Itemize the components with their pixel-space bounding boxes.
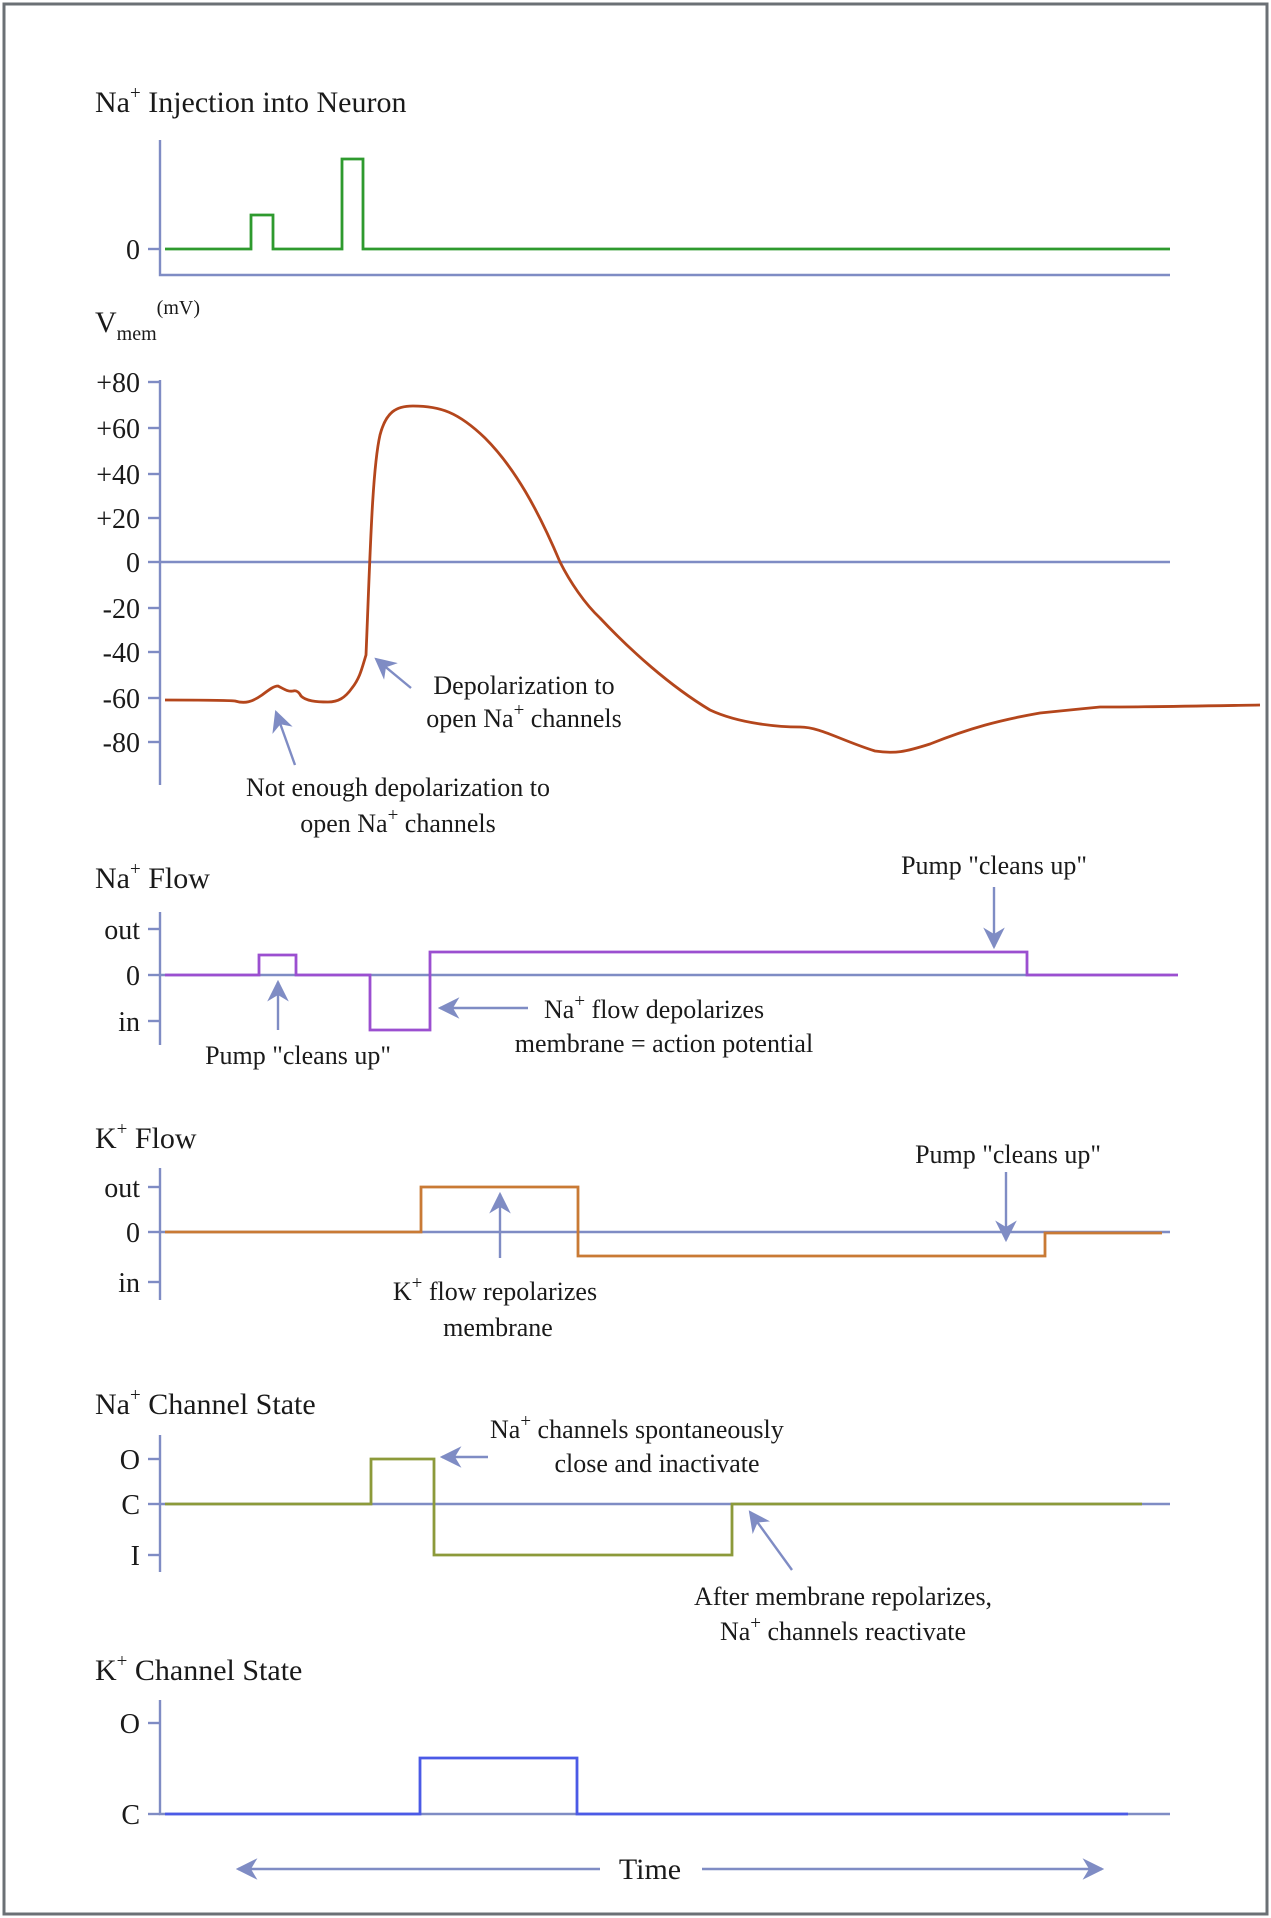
k-repol-note-line2: membrane: [443, 1313, 553, 1342]
depol-arrow: [374, 657, 412, 689]
vmem-ticks: +80 +60 +40 +20 0 -20 -40 -60 -80: [96, 368, 160, 759]
k-repol-note-line1: K+ flow repolarizes: [393, 1273, 597, 1306]
subthreshold-note-line2: open Na+ channels: [300, 805, 496, 838]
k-flow-tick-label: in: [118, 1268, 140, 1299]
injection-axes: [158, 140, 1170, 277]
na-channel-tick-label: O: [120, 1445, 140, 1476]
vmem-panel: Vmem(mV) +80 +60 +40 +20 0 -20 -40 -60 -80 Depol…: [95, 297, 1261, 838]
k-channel-panel: K+ Channel State OC: [95, 1651, 1170, 1831]
vmem-tick-label: +80: [96, 368, 140, 399]
na-reactivate-note-line2: Na+ channels reactivate: [720, 1613, 966, 1646]
na-reactivate-arrow: [748, 1510, 793, 1571]
vmem-tick-label: -20: [103, 594, 140, 625]
na-pump-note-right: Pump "cleans up": [901, 851, 1087, 880]
na-reactivate-note-line1: After membrane repolarizes,: [694, 1582, 992, 1611]
na-flow-ticks: out 0 in: [104, 915, 160, 1038]
injection-tick-label-0: 0: [126, 235, 140, 266]
k-channel-title: K+ Channel State: [95, 1651, 302, 1687]
na-ap-note-line2: membrane = action potential: [515, 1029, 813, 1058]
depol-note-line2: open Na+ channels: [426, 700, 622, 733]
vmem-tick-label: +40: [96, 460, 140, 491]
k-channel-trace: [165, 1756, 1128, 1816]
k-flow-tick-label: out: [104, 1173, 140, 1204]
depol-note-line1: Depolarization to: [433, 671, 614, 700]
na-flow-panel: Na+ Flow out 0 in Pump "cleans up" Pump "c…: [95, 851, 1178, 1070]
na-channel-ticks: OCI: [120, 1445, 160, 1572]
subthreshold-arrow: [272, 709, 297, 766]
na-inactivate-note-line1: Na+ channels spontaneously: [490, 1411, 784, 1444]
k-flow-ticks: out 0 in: [104, 1173, 160, 1299]
k-flow-title: K+ Flow: [95, 1119, 197, 1155]
na-channel-panel: Na+ Channel State OCI Na+ channels spont…: [95, 1385, 1170, 1646]
na-channel-title: Na+ Channel State: [95, 1385, 316, 1421]
vmem-tick-label: +20: [96, 504, 140, 535]
subthreshold-note-line1: Not enough depolarization to: [246, 773, 550, 802]
na-channel-tick-label: C: [121, 1490, 140, 1521]
vmem-tick-label: +60: [96, 414, 140, 445]
na-inactivate-note-line2: close and inactivate: [554, 1449, 759, 1478]
injection-title: Na+ Injection into Neuron: [95, 83, 406, 119]
na-channel-trace: [165, 1457, 1142, 1557]
vmem-tick-label: -80: [103, 728, 140, 759]
k-channel-tick-label: O: [120, 1709, 140, 1740]
na-pump-note-left: Pump "cleans up": [205, 1041, 391, 1070]
k-flow-panel: K+ Flow out 0 in K+ flow repolarizes membr…: [95, 1119, 1170, 1342]
time-axis: Time: [235, 1853, 1105, 1886]
vmem-tick-label: -40: [103, 638, 140, 669]
k-flow-tick-label: 0: [126, 1218, 140, 1249]
k-channel-tick-label: C: [121, 1800, 140, 1831]
injection-trace: [165, 157, 1170, 251]
na-ap-note-line1: Na+ flow depolarizes: [544, 991, 764, 1024]
vmem-tick-label: -60: [103, 684, 140, 715]
na-flow-tick-label: 0: [126, 961, 140, 992]
vmem-trace: [164, 404, 1261, 754]
na-flow-tick-label: in: [118, 1007, 140, 1038]
injection-panel: Na+ Injection into Neuron 0: [95, 83, 1170, 277]
na-flow-trace: [165, 950, 1178, 1032]
k-flow-trace: [165, 1185, 1162, 1258]
na-channel-tick-label: I: [131, 1541, 140, 1572]
k-channel-ticks: OC: [120, 1709, 160, 1831]
na-flow-tick-label: out: [104, 915, 140, 946]
vmem-title: Vmem(mV): [95, 297, 200, 345]
k-channel-axes: [158, 1700, 1170, 1816]
k-pump-note: Pump "cleans up": [915, 1140, 1101, 1169]
na-flow-title: Na+ Flow: [95, 859, 210, 895]
vmem-tick-label: 0: [126, 548, 140, 579]
time-label: Time: [619, 1853, 681, 1886]
